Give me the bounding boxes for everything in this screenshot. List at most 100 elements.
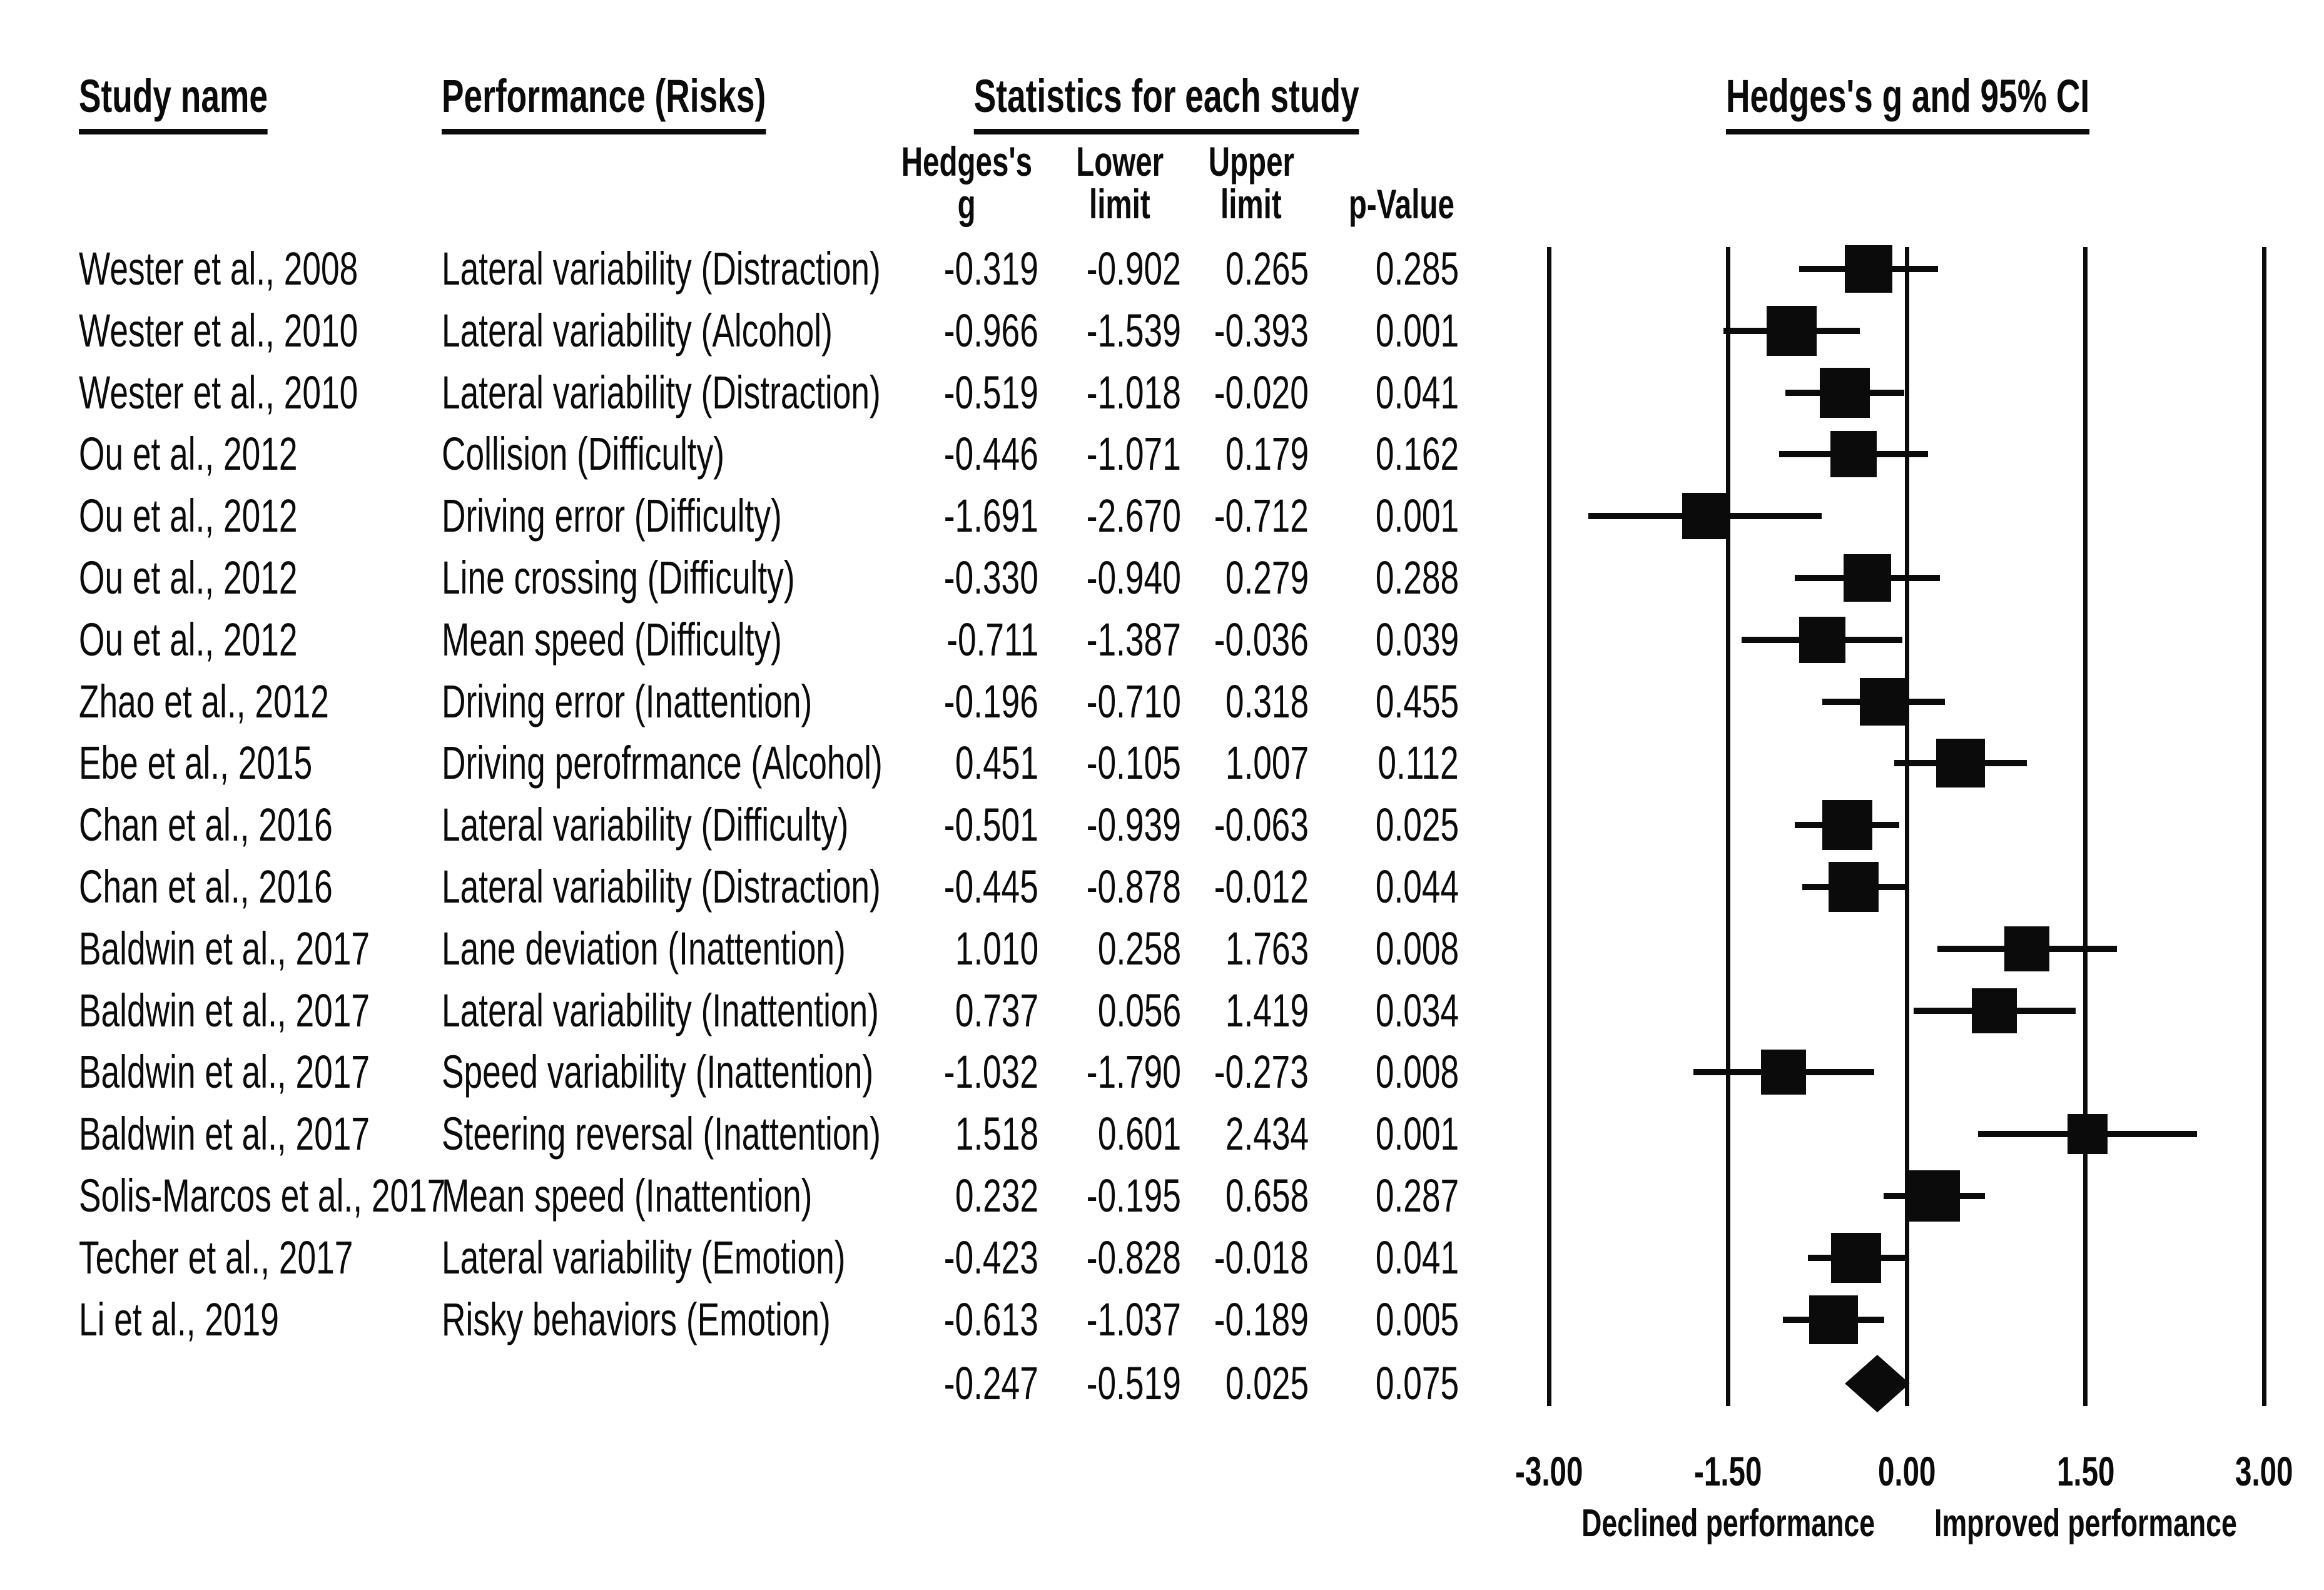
upper-limit-cell: 0.318 (1046, 673, 1309, 731)
p-value-cell: 0.001 (1196, 487, 1459, 545)
p-text: 0.039 (1375, 613, 1459, 666)
column-header-performance: Performance (Risks) (442, 70, 892, 134)
x-tick-label: 0.00 (1813, 1449, 2001, 1494)
performance-text: Line crossing (Difficulty) (442, 552, 795, 604)
study-name-cell: Baldwin et al., 2017 (79, 982, 483, 1040)
upper-text: 0.025 (1225, 1357, 1309, 1409)
x-tick-label-text: 1.50 (2056, 1448, 2114, 1494)
lower-text: 0.258 (1097, 922, 1181, 975)
p-value-cell: 0.025 (1196, 796, 1459, 854)
name-text: Baldwin et al., 2017 (79, 1046, 370, 1098)
p-text: 0.008 (1375, 1046, 1459, 1098)
x-tick-label-text: -3.00 (1515, 1448, 1583, 1494)
g-text: -0.966 (943, 304, 1038, 357)
effect-square (1799, 616, 1845, 663)
lower-text: -0.710 (1086, 675, 1181, 727)
x-tick-label: 3.00 (2171, 1449, 2324, 1494)
performance-text: Risky behaviors (Emotion) (442, 1293, 831, 1345)
upper-limit-cell: -0.712 (1046, 487, 1309, 545)
hedges-g-cell: -0.446 (776, 425, 1038, 483)
lower-limit-cell: -0.828 (918, 1229, 1181, 1287)
p-value-cell: 0.041 (1196, 1229, 1459, 1287)
effect-square (1936, 739, 1985, 788)
lower-text: -0.519 (1086, 1357, 1181, 1409)
improved-performance-label: Improved performance (1867, 1502, 2305, 1545)
name-text: Baldwin et al., 2017 (79, 1108, 370, 1160)
lower-limit-cell: -1.387 (918, 611, 1181, 669)
effect-square (1831, 1232, 1882, 1283)
p-value-cell: 0.001 (1196, 1105, 1459, 1163)
lower-limit-cell: -1.790 (918, 1043, 1181, 1101)
subheader-upper-limit: Upper limit (1120, 140, 1383, 225)
column-header-study-name: Study name (79, 70, 341, 134)
g-text: -0.501 (943, 799, 1038, 851)
effect-square (1859, 677, 1907, 726)
performance-text: Lateral variability (Distraction) (442, 366, 881, 418)
upper-limit-cell: 0.658 (1046, 1167, 1309, 1225)
hedges-g-cell: -0.501 (776, 796, 1038, 854)
study-name-cell: Ebe et al., 2015 (79, 734, 403, 792)
subheader-upper-line1: Upper (1208, 138, 1294, 185)
p-value-cell: 0.044 (1196, 858, 1459, 916)
study-name-cell: Wester et al., 2010 (79, 364, 467, 422)
lower-limit-cell: 0.601 (918, 1105, 1181, 1163)
study-name-cell: Baldwin et al., 2017 (79, 1105, 483, 1163)
performance-text: Mean speed (Difficulty) (442, 613, 782, 666)
g-text: 0.232 (955, 1170, 1038, 1222)
study-name-header-text: Study name (79, 70, 268, 134)
performance-text: Lateral variability (Distraction) (442, 861, 881, 913)
p-text: 0.001 (1375, 490, 1459, 542)
performance-text: Lateral variability (Alcohol) (442, 304, 833, 357)
lower-text: -1.387 (1086, 613, 1181, 666)
hedges-g-cell: -0.330 (776, 549, 1038, 607)
upper-limit-cell: 0.265 (1046, 240, 1309, 298)
effect-square (1809, 1295, 1859, 1344)
p-text: 0.041 (1375, 1231, 1459, 1284)
lower-text: -0.195 (1086, 1170, 1181, 1222)
hedges-g-cell: 0.737 (776, 982, 1038, 1040)
g-text: -0.445 (943, 861, 1038, 913)
upper-limit-cell: -0.393 (1046, 302, 1309, 360)
p-value-cell: 0.287 (1196, 1167, 1459, 1225)
study-name-cell: Chan et al., 2016 (79, 858, 432, 916)
hedges-g-cell: -0.247 (776, 1355, 1038, 1412)
subheader-upper-line2: limit (1220, 181, 1282, 227)
name-text: Wester et al., 2010 (79, 366, 358, 418)
upper-text: 2.434 (1225, 1108, 1309, 1160)
performance-header-text: Performance (Risks) (442, 70, 766, 134)
name-text: Ou et al., 2012 (79, 552, 298, 604)
p-text: 0.001 (1375, 1108, 1459, 1160)
p-text: 0.288 (1375, 552, 1459, 604)
x-tick-label: 1.50 (1992, 1449, 2179, 1494)
g-text: -0.330 (943, 552, 1038, 604)
lower-text: -1.071 (1086, 428, 1181, 480)
upper-limit-cell: -0.189 (1046, 1291, 1309, 1349)
upper-limit-cell: -0.036 (1046, 611, 1309, 669)
effect-square (1909, 1170, 1961, 1222)
axis-gridline (1904, 247, 1909, 1406)
axis-annotation-text: Improved performance (1934, 1502, 2237, 1545)
effect-square (1845, 245, 1893, 293)
p-value-cell: 0.034 (1196, 982, 1459, 1040)
performance-cell: Lateral variability (Emotion) (442, 1229, 1003, 1287)
p-value-cell: 0.455 (1196, 673, 1459, 731)
p-text: 0.001 (1375, 304, 1459, 357)
g-text: 0.737 (955, 984, 1038, 1036)
performance-text: Driving error (Difficulty) (442, 490, 782, 542)
upper-text: 1.763 (1225, 922, 1309, 975)
hedges-g-cell: -0.445 (776, 858, 1038, 916)
lower-limit-cell: -0.519 (918, 1355, 1181, 1412)
p-text: 0.162 (1375, 428, 1459, 480)
effect-square (1822, 800, 1872, 851)
lower-text: -0.105 (1086, 737, 1181, 789)
lower-text: -0.828 (1086, 1231, 1181, 1284)
subheader-hedges-g-line2: g (957, 181, 976, 227)
p-text: 0.025 (1375, 799, 1459, 851)
p-text: 0.034 (1375, 984, 1459, 1036)
p-value-cell: 0.112 (1196, 734, 1459, 792)
lower-limit-cell: 0.056 (918, 982, 1181, 1040)
lower-limit-cell: -1.539 (918, 302, 1181, 360)
axis-annotation-text: Declined performance (1581, 1502, 1875, 1545)
hedges-g-cell: -1.032 (776, 1043, 1038, 1101)
lower-limit-cell: 0.258 (918, 920, 1181, 978)
